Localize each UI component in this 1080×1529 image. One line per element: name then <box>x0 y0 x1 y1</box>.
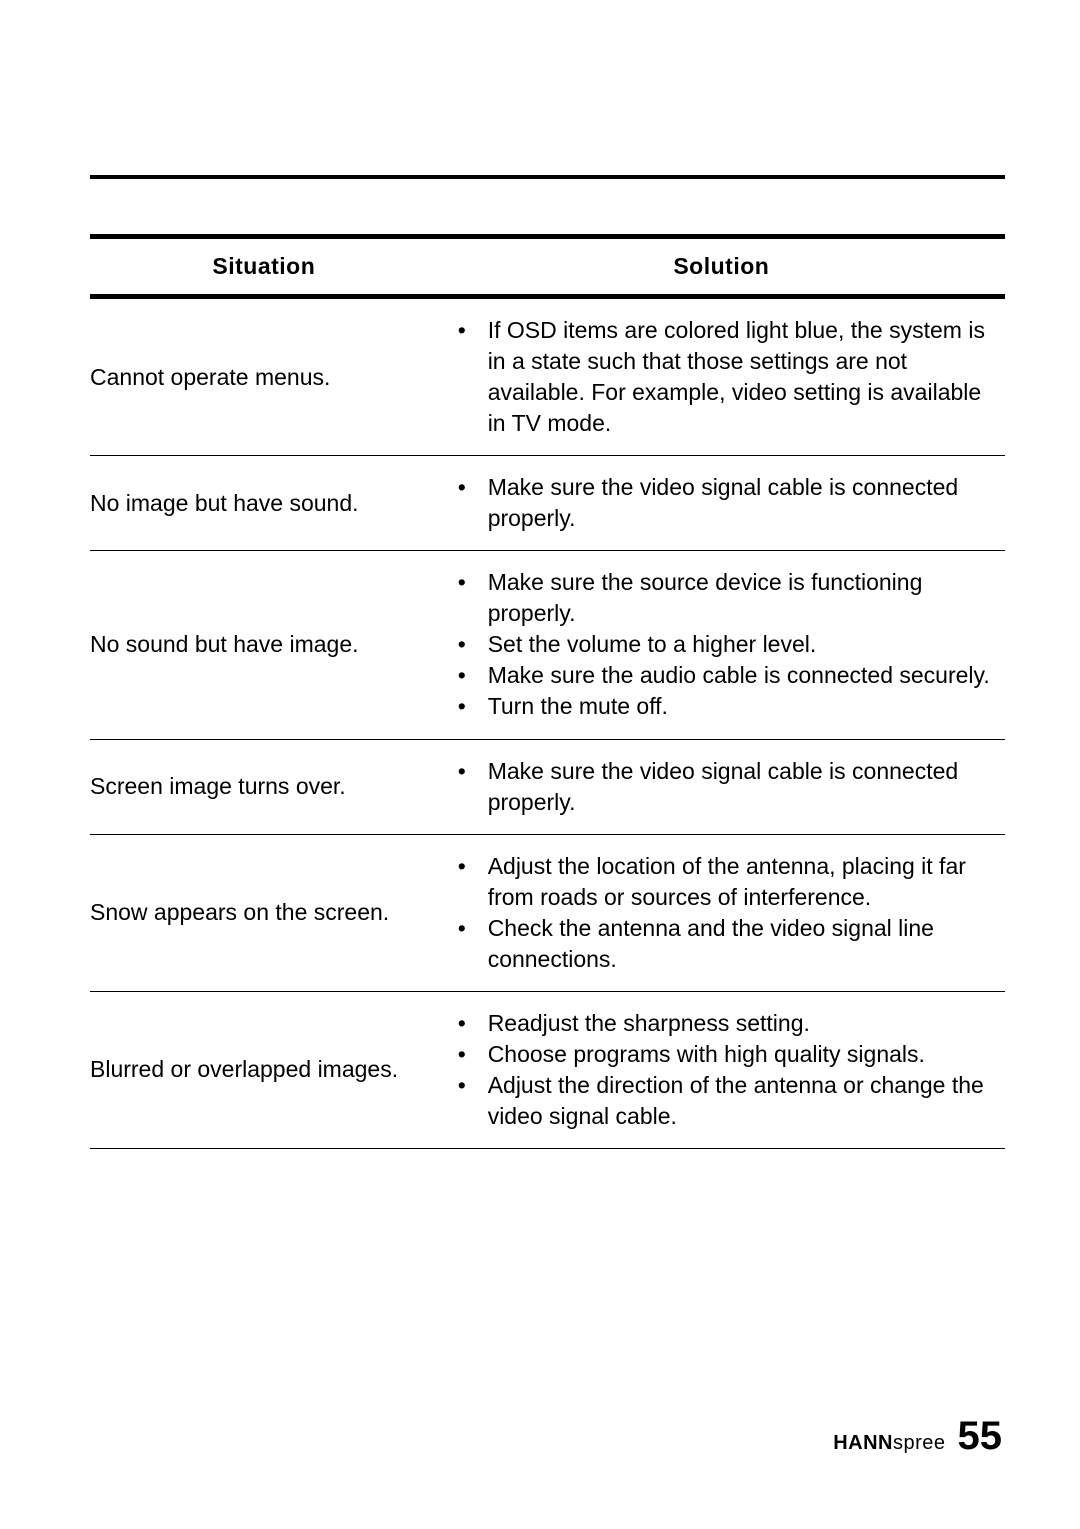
solution-item: Make sure the video signal cable is conn… <box>446 472 1005 534</box>
solution-item: Check the antenna and the video signal l… <box>446 913 1005 975</box>
solution-item: Turn the mute off. <box>446 691 1005 722</box>
table-row: Snow appears on the screen. Adjust the l… <box>90 834 1005 991</box>
solution-item: Set the volume to a higher level. <box>446 629 1005 660</box>
solution-item: Make sure the source device is functioni… <box>446 567 1005 629</box>
solution-item: Make sure the audio cable is connected s… <box>446 660 1005 691</box>
solution-cell: Make sure the video signal cable is conn… <box>438 739 1005 834</box>
troubleshooting-table: Situation Solution Cannot operate menus.… <box>90 234 1005 1149</box>
table-row: Screen image turns over. Make sure the v… <box>90 739 1005 834</box>
situation-text: Screen image turns over. <box>90 739 438 834</box>
page-number: 55 <box>958 1414 1003 1459</box>
table-row: No image but have sound. Make sure the v… <box>90 456 1005 551</box>
top-horizontal-rule <box>90 175 1005 179</box>
solution-cell: If OSD items are colored light blue, the… <box>438 297 1005 456</box>
brand-logo: HANNspree <box>833 1432 945 1455</box>
solution-cell: Adjust the location of the antenna, plac… <box>438 834 1005 991</box>
solution-item: Make sure the video signal cable is conn… <box>446 756 1005 818</box>
page-footer: HANNspree 55 <box>833 1414 1002 1459</box>
column-header-situation: Situation <box>90 237 438 297</box>
solution-cell: Make sure the video signal cable is conn… <box>438 456 1005 551</box>
brand-light-part: spree <box>893 1432 946 1454</box>
column-header-solution: Solution <box>438 237 1005 297</box>
table-row: Cannot operate menus. If OSD items are c… <box>90 297 1005 456</box>
table-row: No sound but have image. Make sure the s… <box>90 551 1005 739</box>
solution-cell: Make sure the source device is functioni… <box>438 551 1005 739</box>
situation-text: No sound but have image. <box>90 551 438 739</box>
situation-text: Blurred or overlapped images. <box>90 991 438 1148</box>
table-row: Blurred or overlapped images. Readjust t… <box>90 991 1005 1148</box>
solution-item: Adjust the direction of the antenna or c… <box>446 1070 1005 1132</box>
solution-item: Adjust the location of the antenna, plac… <box>446 851 1005 913</box>
solution-item: If OSD items are colored light blue, the… <box>446 315 1005 439</box>
brand-bold-part: HANN <box>833 1432 893 1454</box>
situation-text: No image but have sound. <box>90 456 438 551</box>
solution-item: Readjust the sharpness setting. <box>446 1008 1005 1039</box>
situation-text: Cannot operate menus. <box>90 297 438 456</box>
solution-cell: Readjust the sharpness setting. Choose p… <box>438 991 1005 1148</box>
situation-text: Snow appears on the screen. <box>90 834 438 991</box>
solution-item: Choose programs with high quality signal… <box>446 1039 1005 1070</box>
